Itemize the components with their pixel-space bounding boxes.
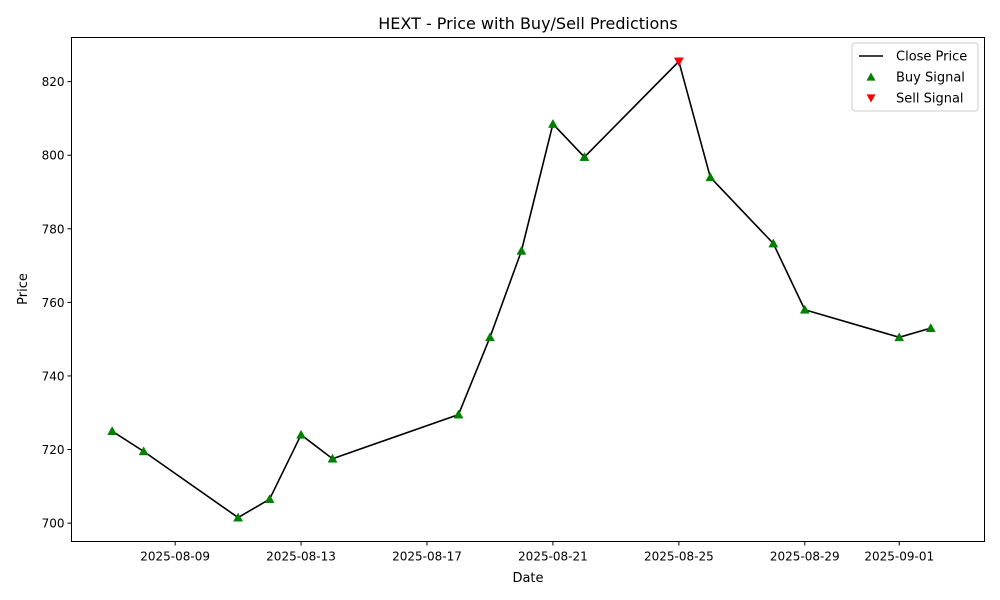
x-axis-title: Date [512,571,543,586]
buy-signal-marker [453,409,464,419]
y-tick-label: 780 [42,222,65,236]
buy-signal-marker [327,453,338,463]
legend-buy-swatch [866,72,876,81]
buy-signal-marker [138,446,149,456]
close-price-line [111,60,931,519]
y-tick-label: 820 [42,75,65,89]
buy-signal-marker [233,512,244,522]
buy-signal-marker [485,332,495,342]
buy-signal-marker [799,304,810,314]
buy-signal-marker [264,494,275,504]
x-tick-label: 2025-08-09 [140,550,210,564]
legend-sell-swatch [866,94,876,103]
buy-signal-marker [296,429,306,439]
y-tick-label: 700 [42,517,65,531]
x-tick-label: 2025-08-13 [266,550,336,564]
buy-signal-marker [579,152,590,161]
buy-signal-marker [894,332,905,342]
plot-area [107,57,936,522]
x-tick-label: 2025-08-29 [770,550,840,564]
y-tick-label: 760 [42,296,65,310]
x-axis: 2025-08-09 2025-08-13 2025-08-17 2025-08-21… [140,541,934,564]
legend-label: Close Price [896,50,967,65]
y-tick-label: 720 [42,443,65,457]
x-tick-label: 2025-08-21 [518,550,588,564]
x-tick-label: 2025-08-25 [644,550,714,564]
x-tick-label: 2025-09-01 [864,550,934,564]
buy-signal-marker [516,245,527,255]
buy-signal-marker [768,238,779,248]
chart-title: HEXT - Price with Buy/Sell Predictions [378,14,677,33]
buy-signal-marker [705,172,716,182]
buy-signal-marker [547,118,558,128]
y-axis-title: Price [16,273,31,305]
sell-signal-marker [673,57,684,67]
legend-label: Sell Signal [896,92,964,107]
buy-signal-marker [925,323,936,332]
legend-label: Buy Signal [896,71,965,86]
legend-box [851,42,979,112]
legend: Close Price Buy Signal Sell Signal [851,42,979,112]
y-tick-label: 800 [42,149,65,163]
y-tick-label: 740 [42,369,65,383]
x-tick-label: 2025-08-17 [392,550,462,564]
buy-signal-marker [107,426,118,435]
y-axis: 700 720 740 760 780 800 820 [42,75,72,531]
plot-frame [71,37,985,542]
